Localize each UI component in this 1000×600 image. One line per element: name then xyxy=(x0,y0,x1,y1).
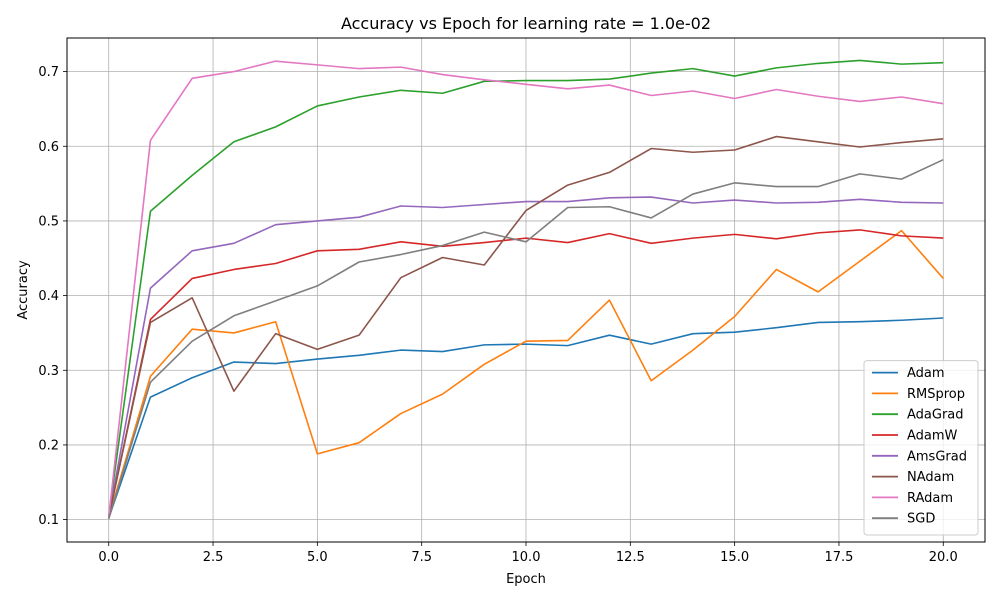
y-tick-label: 0.6 xyxy=(38,140,59,155)
series-line-nadam xyxy=(107,135,944,518)
x-tick-label: 20.0 xyxy=(929,550,958,565)
legend-label-adamw: AdamW xyxy=(907,429,958,444)
y-tick-label: 0.2 xyxy=(38,438,59,453)
y-tick-label: 0.5 xyxy=(38,214,59,229)
y-tick-label: 0.4 xyxy=(38,289,59,304)
x-tick-label: 15.0 xyxy=(720,550,749,565)
x-tick-label: 10.0 xyxy=(512,550,541,565)
legend-label-adagrad: AdaGrad xyxy=(907,408,964,423)
x-tick-label: 2.5 xyxy=(203,550,224,565)
series-line-rmsprop xyxy=(107,229,944,518)
series-line-adamw xyxy=(107,229,944,518)
grid xyxy=(67,38,985,542)
series-line-radam xyxy=(107,60,944,518)
legend-label-nadam: NAdam xyxy=(907,470,954,485)
legend-label-adam: Adam xyxy=(907,366,945,381)
chart-title: Accuracy vs Epoch for learning rate = 1.… xyxy=(341,14,711,33)
series-line-amsgrad xyxy=(107,196,944,517)
series-line-sgd xyxy=(107,158,944,520)
x-tick-label: 0.0 xyxy=(98,550,119,565)
series-group xyxy=(107,59,944,520)
y-tick-label: 0.3 xyxy=(38,364,59,379)
ticks: 0.0 2.5 5.0 7.5 10.0 12.5 15.0 17.5 20.0 0.1 0.2 0.… xyxy=(38,65,957,565)
legend-label-rmsprop: RMSprop xyxy=(907,387,965,402)
legend-label-sgd: SGD xyxy=(907,512,935,527)
legend: Adam RMSprop AdaGrad AdamW AmsGrad NAdam RAdam… xyxy=(863,360,979,536)
series-line-adagrad xyxy=(107,59,944,516)
x-tick-label: 17.5 xyxy=(824,550,853,565)
y-tick-label: 0.7 xyxy=(38,65,59,80)
legend-label-amsgrad: AmsGrad xyxy=(907,449,967,464)
x-tick-label: 7.5 xyxy=(411,550,432,565)
series-line-adam xyxy=(107,317,944,519)
x-axis-label: Epoch xyxy=(506,572,546,587)
x-tick-label: 5.0 xyxy=(307,550,328,565)
x-tick-label: 12.5 xyxy=(616,550,645,565)
y-axis-label: Accuracy xyxy=(16,260,31,320)
y-tick-label: 0.1 xyxy=(38,513,59,528)
legend-label-radam: RAdam xyxy=(907,491,953,506)
legend-box xyxy=(863,360,979,536)
